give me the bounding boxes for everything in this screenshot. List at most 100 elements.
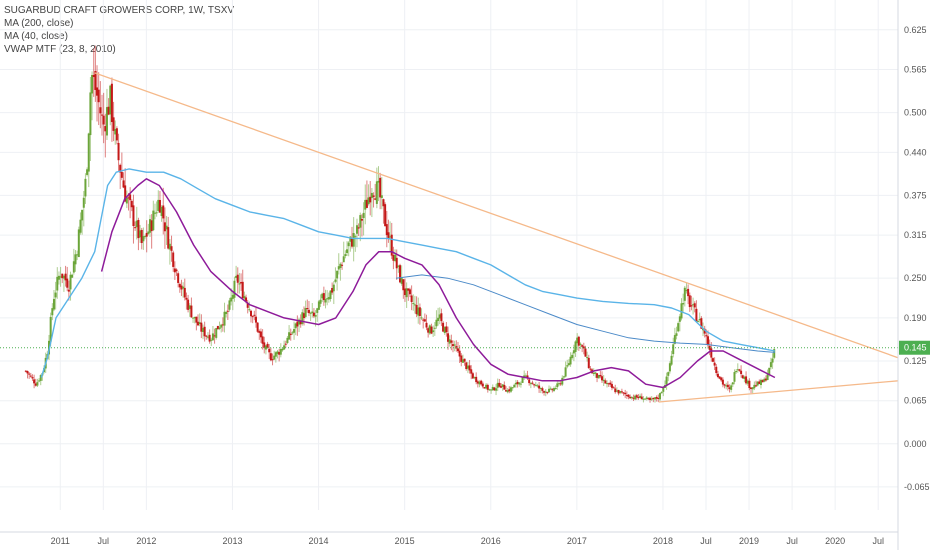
candle-body (412, 303, 415, 305)
candle-body (706, 336, 709, 346)
candle-body (112, 117, 115, 131)
candle-body (581, 345, 584, 347)
candle-body (619, 391, 622, 393)
candle-body (531, 382, 534, 384)
candle-body (746, 380, 749, 384)
candle-body (84, 178, 87, 197)
candle-body (208, 334, 211, 342)
candle-body (193, 316, 196, 319)
candle-body (397, 265, 400, 267)
candle-body (423, 319, 426, 322)
candle-body (680, 303, 683, 319)
candle-body (733, 372, 736, 382)
candle-body (475, 376, 478, 383)
candle-body (28, 373, 31, 375)
candle-body (660, 392, 663, 394)
candle-body (481, 383, 484, 387)
candle-body (254, 316, 257, 323)
candle-body (437, 317, 440, 321)
candle-body (399, 265, 402, 283)
candle-body (533, 384, 536, 386)
candle-body (647, 398, 650, 400)
y-tick-label: 0.500 (904, 108, 927, 118)
candle-body (543, 391, 546, 393)
candle-body (723, 384, 726, 386)
candle-body (440, 313, 443, 322)
candle-body (644, 398, 647, 400)
candle-body (165, 225, 168, 230)
candle-body (435, 319, 438, 327)
candle-body (268, 348, 271, 353)
candle-body (430, 326, 433, 334)
candle-body (670, 355, 673, 365)
candle-body (445, 326, 448, 333)
candle-body (281, 348, 284, 351)
candle-body (668, 363, 671, 372)
candle-body (87, 133, 90, 172)
candle-body (71, 274, 74, 278)
candle-body (273, 355, 276, 360)
candle-body (355, 225, 358, 234)
candle-body (493, 387, 496, 391)
candle-body (511, 387, 514, 389)
candle-body (382, 199, 385, 207)
candle-body (62, 275, 65, 279)
candle-body (170, 246, 173, 251)
candle-body (667, 372, 670, 376)
candle-body (213, 335, 216, 337)
candle-body (114, 128, 117, 135)
candle-body (259, 331, 262, 338)
candle-body (387, 232, 390, 239)
candle-body (716, 373, 719, 377)
candle-body (197, 321, 200, 326)
candle-body (269, 353, 272, 361)
candle-body (500, 386, 503, 388)
candle-body (89, 92, 92, 136)
candle-body (211, 333, 214, 341)
candle-body (756, 381, 759, 386)
candle-body (168, 243, 171, 250)
candle-body (140, 229, 143, 244)
candle-body (198, 322, 201, 325)
candle-body (577, 336, 580, 346)
candle-body (314, 314, 317, 317)
candle-body (187, 299, 190, 310)
candle-body (564, 367, 567, 377)
candle-body (341, 264, 344, 266)
candle-body (458, 350, 461, 357)
candle-body (228, 300, 231, 310)
candle-body (556, 383, 559, 388)
candle-body (177, 273, 180, 283)
candle-body (632, 397, 635, 399)
candle-body (276, 351, 279, 354)
candle-body (298, 319, 301, 325)
candle-body (283, 345, 286, 350)
candle-body (758, 381, 761, 384)
candle-body (432, 330, 435, 333)
candle-body (438, 314, 441, 319)
candle-body (294, 323, 297, 329)
candle-body (745, 376, 748, 384)
legend-ma200[interactable]: MA (200, close) (4, 18, 74, 29)
candle-body (284, 343, 287, 345)
candle-body (649, 397, 652, 401)
candle-body (289, 333, 292, 336)
legend-ma40[interactable]: MA (40, close) (4, 31, 68, 42)
candle-body (639, 395, 642, 399)
candle-body (539, 388, 542, 390)
candle-body (301, 312, 304, 324)
candle-body (137, 219, 140, 239)
candle-body (551, 389, 554, 391)
candle-body (553, 388, 556, 391)
candle-body (91, 74, 94, 94)
candle-body (413, 304, 416, 306)
candle-body (374, 198, 377, 200)
candle-body (349, 236, 352, 242)
candle-body (195, 316, 198, 323)
candle-body (635, 395, 638, 398)
candle-body (317, 301, 320, 310)
candle-body (261, 336, 264, 344)
candle-body (594, 372, 597, 374)
candle-body (485, 384, 488, 389)
